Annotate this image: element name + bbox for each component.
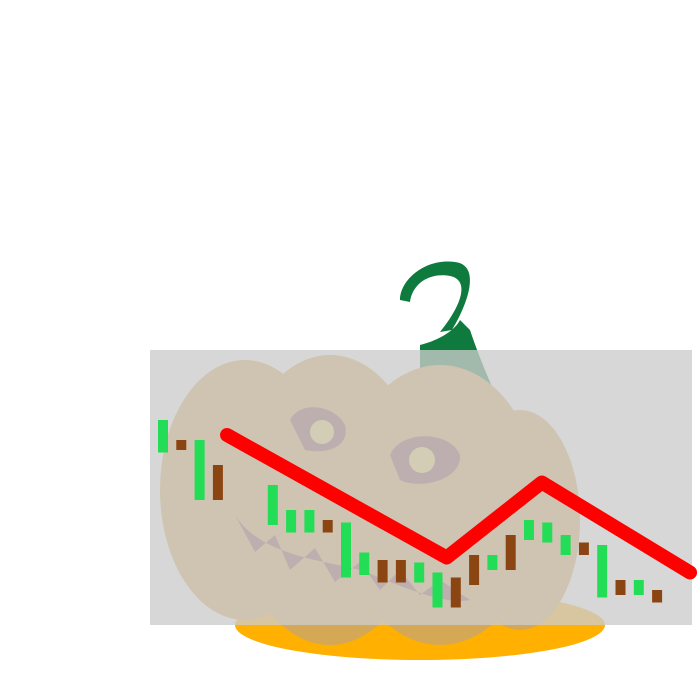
candle-18-down	[505, 535, 516, 570]
candle-3-up	[194, 440, 205, 500]
candle-25-up	[633, 580, 644, 595]
trend-line	[220, 428, 698, 580]
candle-20-up	[542, 522, 553, 543]
candle-4-down	[212, 465, 223, 500]
candle-24-down	[615, 580, 626, 595]
candle-15-down	[450, 577, 461, 608]
candle-8-down	[322, 520, 333, 533]
candle-2-down	[176, 440, 187, 450]
candle-21-up	[560, 535, 571, 555]
candle-12-down	[395, 560, 406, 583]
candle-19-up	[524, 520, 534, 540]
candle-6-up	[286, 510, 297, 533]
pumpkin-stem	[400, 261, 470, 332]
candle-7-up	[304, 510, 315, 533]
candle-22-down	[578, 542, 589, 555]
candle-9-up	[341, 522, 351, 578]
candle-17-up	[487, 555, 498, 570]
candlestick-series	[158, 420, 663, 608]
candle-1-up	[158, 420, 168, 453]
candle-26-down	[652, 590, 663, 603]
candle-10-up	[359, 552, 370, 575]
candle-13-up	[414, 562, 425, 583]
candle-14-up	[432, 572, 443, 608]
candle-11-down	[377, 560, 388, 583]
candle-23-up	[597, 545, 608, 598]
candle-5-up	[267, 485, 278, 525]
candle-16-down	[469, 555, 480, 585]
chart-panel	[150, 350, 692, 625]
